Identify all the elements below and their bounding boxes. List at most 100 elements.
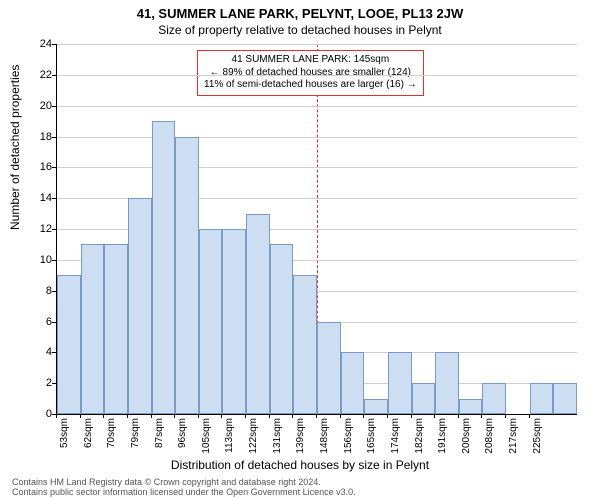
ytick-mark xyxy=(52,260,56,261)
ytick-mark xyxy=(52,106,56,107)
annotation-box: 41 SUMMER LANE PARK: 145sqm ← 89% of det… xyxy=(197,50,424,96)
xtick-mark xyxy=(245,414,246,418)
xtick-label: 208sqm xyxy=(484,418,495,468)
footer-line: Contains public sector information licen… xyxy=(12,488,356,498)
histogram-bar xyxy=(364,399,388,414)
ytick-mark xyxy=(52,383,56,384)
histogram-bar xyxy=(341,352,365,414)
ytick-label: 10 xyxy=(28,254,52,266)
histogram-bar xyxy=(199,229,223,414)
xtick-mark xyxy=(363,414,364,418)
xtick-label: 182sqm xyxy=(414,418,425,468)
histogram-bar xyxy=(317,322,341,415)
chart-container: 41, SUMMER LANE PARK, PELYNT, LOOE, PL13… xyxy=(0,0,600,500)
ytick-mark xyxy=(52,198,56,199)
chart-subtitle: Size of property relative to detached ho… xyxy=(0,21,600,41)
xtick-mark xyxy=(529,414,530,418)
xtick-mark xyxy=(198,414,199,418)
ytick-label: 12 xyxy=(28,223,52,235)
ytick-label: 0 xyxy=(28,408,52,420)
xtick-label: 62sqm xyxy=(83,418,94,468)
histogram-bar xyxy=(388,352,412,414)
gridline xyxy=(57,137,577,138)
histogram-bar xyxy=(270,244,294,414)
xtick-label: 174sqm xyxy=(390,418,401,468)
ytick-label: 24 xyxy=(28,38,52,50)
histogram-bar xyxy=(57,275,81,414)
ytick-label: 6 xyxy=(28,316,52,328)
xtick-label: 156sqm xyxy=(343,418,354,468)
gridline xyxy=(57,106,577,107)
xtick-mark xyxy=(458,414,459,418)
xtick-label: 79sqm xyxy=(130,418,141,468)
histogram-bar xyxy=(482,383,506,414)
xtick-label: 53sqm xyxy=(59,418,70,468)
xtick-mark xyxy=(174,414,175,418)
gridline xyxy=(57,44,577,45)
xtick-label: 191sqm xyxy=(437,418,448,468)
ytick-label: 22 xyxy=(28,69,52,81)
histogram-bar xyxy=(104,244,128,414)
ytick-mark xyxy=(52,137,56,138)
xtick-label: 96sqm xyxy=(177,418,188,468)
footer-attribution: Contains HM Land Registry data © Crown c… xyxy=(12,478,356,498)
xtick-label: 165sqm xyxy=(366,418,377,468)
xtick-label: 217sqm xyxy=(508,418,519,468)
ytick-mark xyxy=(52,352,56,353)
gridline xyxy=(57,167,577,168)
annotation-line: 11% of semi-detached houses are larger (… xyxy=(204,79,417,92)
xtick-mark xyxy=(103,414,104,418)
histogram-bar xyxy=(128,198,152,414)
ytick-label: 18 xyxy=(28,131,52,143)
xtick-mark xyxy=(151,414,152,418)
histogram-bar xyxy=(152,121,176,414)
ytick-label: 8 xyxy=(28,285,52,297)
xtick-mark xyxy=(434,414,435,418)
ytick-mark xyxy=(52,229,56,230)
xtick-mark xyxy=(505,414,506,418)
ytick-mark xyxy=(52,322,56,323)
xtick-mark xyxy=(481,414,482,418)
histogram-bar xyxy=(222,229,246,414)
y-axis-label: Number of detached properties xyxy=(8,65,22,230)
chart-title: 41, SUMMER LANE PARK, PELYNT, LOOE, PL13… xyxy=(0,0,600,21)
ytick-mark xyxy=(52,291,56,292)
xtick-mark xyxy=(56,414,57,418)
xtick-label: 113sqm xyxy=(224,418,235,468)
histogram-bar xyxy=(435,352,459,414)
histogram-bar xyxy=(459,399,483,414)
histogram-bar xyxy=(175,137,199,415)
histogram-bar xyxy=(412,383,436,414)
histogram-bar xyxy=(246,214,270,414)
xtick-mark xyxy=(316,414,317,418)
ytick-label: 14 xyxy=(28,192,52,204)
xtick-mark xyxy=(340,414,341,418)
ytick-mark xyxy=(52,167,56,168)
histogram-bar xyxy=(553,383,577,414)
xtick-label: 225sqm xyxy=(532,418,543,468)
ytick-label: 16 xyxy=(28,161,52,173)
xtick-label: 131sqm xyxy=(272,418,283,468)
ytick-label: 20 xyxy=(28,100,52,112)
xtick-mark xyxy=(387,414,388,418)
histogram-bar xyxy=(81,244,105,414)
xtick-mark xyxy=(221,414,222,418)
plot-area: 41 SUMMER LANE PARK: 145sqm ← 89% of det… xyxy=(56,44,577,415)
ytick-mark xyxy=(52,44,56,45)
xtick-label: 70sqm xyxy=(106,418,117,468)
ytick-mark xyxy=(52,75,56,76)
xtick-mark xyxy=(80,414,81,418)
xtick-mark xyxy=(127,414,128,418)
xtick-label: 122sqm xyxy=(248,418,259,468)
annotation-line: 41 SUMMER LANE PARK: 145sqm xyxy=(204,54,417,67)
histogram-bar xyxy=(530,383,554,414)
xtick-mark xyxy=(411,414,412,418)
xtick-mark xyxy=(292,414,293,418)
xtick-mark xyxy=(269,414,270,418)
gridline xyxy=(57,75,577,76)
histogram-bar xyxy=(293,275,317,414)
xtick-label: 139sqm xyxy=(295,418,306,468)
ytick-label: 2 xyxy=(28,377,52,389)
xtick-label: 200sqm xyxy=(461,418,472,468)
xtick-label: 148sqm xyxy=(319,418,330,468)
